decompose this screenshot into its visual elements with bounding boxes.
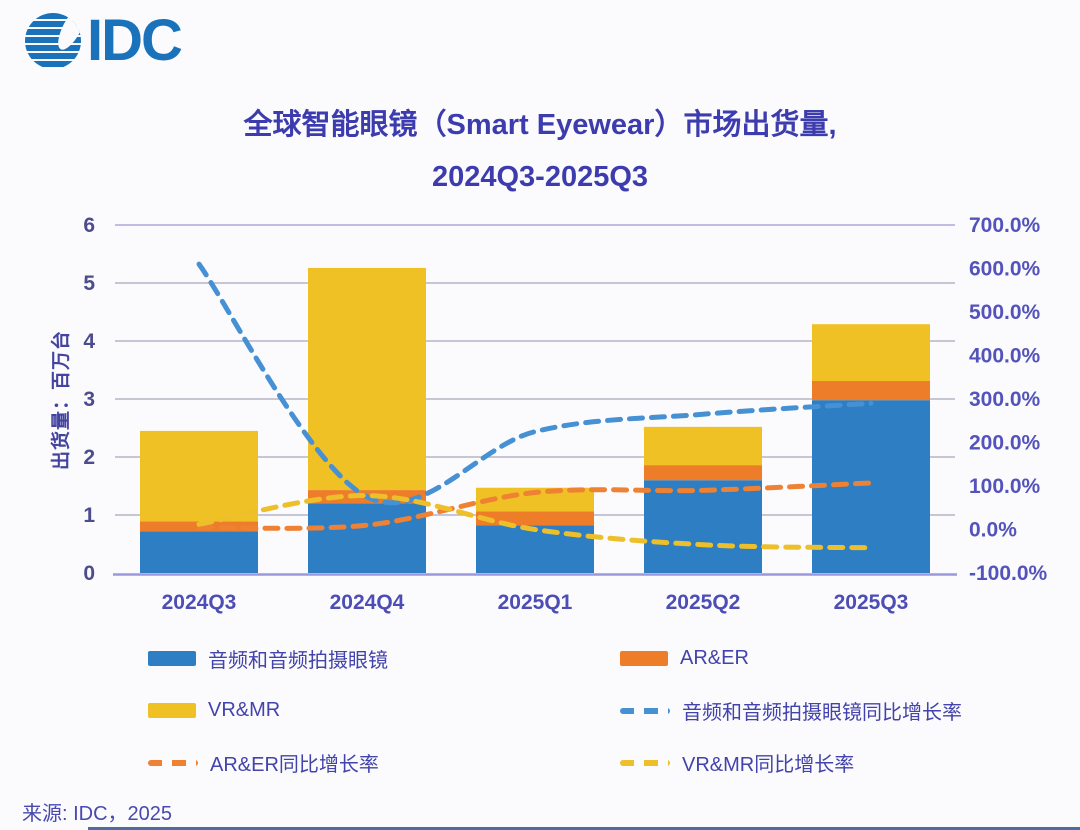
- legend-swatch-audio-bar: [148, 651, 196, 666]
- growth-lines: [196, 261, 874, 551]
- left-axis-tick-label: 0: [83, 562, 95, 585]
- chart-title-line2: 2024Q3-2025Q3: [431, 160, 649, 193]
- growth-line-audio-growth: [196, 261, 874, 506]
- legend-item-arer-growth-line: AR&ER同比增长率: [148, 748, 620, 777]
- x-axis-label: 2025Q2: [666, 591, 741, 614]
- legend-label: VR&MR同比增长率: [682, 754, 855, 776]
- right-axis-tick-label: 100.0%: [969, 475, 1041, 498]
- right-axis-tick-label: 700.0%: [969, 214, 1041, 237]
- legend-item-audio-bar: 音频和音频拍摄眼镜: [148, 644, 620, 673]
- left-axis-tick-label: 5: [83, 272, 95, 295]
- x-axis-label: 2025Q3: [834, 591, 909, 614]
- growth-line-arer-growth: [196, 480, 874, 531]
- left-axis-ticks: 0 1 2 3 4 5 6: [83, 214, 95, 585]
- bottom-crop-artifact: [88, 827, 1080, 830]
- left-axis-tick-label: 2: [83, 446, 95, 469]
- bar-segment-vrmr-2024Q4: [308, 267, 426, 491]
- legend-item-audio-growth-line: 音频和音频拍摄眼镜同比增长率: [620, 696, 962, 725]
- x-axis-label: 2024Q3: [162, 591, 237, 614]
- legend-label: 音频和音频拍摄眼镜同比增长率: [682, 702, 962, 724]
- bar-segment-audio-2025Q2: [644, 480, 762, 573]
- bar-segment-arer-2025Q2: [644, 465, 762, 481]
- bar-segment-vrmr-2025Q2: [644, 426, 762, 466]
- legend-swatch-audio-growth-line: [620, 707, 670, 714]
- source-note: 来源: IDC，2025: [22, 803, 173, 825]
- legend-item-vrmr-bar: VR&MR: [148, 699, 620, 722]
- legend-label: AR&ER同比增长率: [210, 754, 379, 776]
- legend-item-arer-bar: AR&ER: [620, 647, 962, 670]
- idc-globe-icon: [25, 13, 81, 67]
- legend-label: AR&ER: [680, 647, 749, 669]
- idc-logo: IDC: [22, 8, 183, 73]
- left-axis-tick-label: 3: [83, 388, 95, 411]
- right-axis-ticks: -100.0% 0.0% 100.0% 200.0% 300.0% 400.0% 500.0…: [969, 214, 1048, 585]
- bar-segment-vrmr-2025Q1: [476, 487, 594, 512]
- bar-segment-audio-2024Q4: [308, 503, 426, 573]
- chart-title-line1: 全球智能眼镜（Smart Eyewear）市场出货量,: [243, 109, 837, 141]
- legend: 音频和音频拍摄眼镜 AR&ER VR&MR 音频和音频拍摄眼镜同比增长率 AR&…: [148, 644, 962, 777]
- x-axis-label: 2024Q4: [330, 591, 405, 614]
- right-axis-tick-label: 600.0%: [969, 258, 1041, 281]
- right-axis-tick-label: 300.0%: [969, 388, 1041, 411]
- bar-segment-vrmr-2024Q3: [140, 430, 258, 522]
- legend-label: VR&MR: [208, 699, 281, 721]
- right-axis-tick-label: 200.0%: [969, 432, 1041, 455]
- x-axis-labels: 2024Q3 2024Q4 2025Q1 2025Q2 2025Q3: [162, 591, 909, 614]
- left-axis-tick-label: 1: [83, 504, 95, 527]
- bar-segment-audio-2024Q3: [140, 531, 258, 573]
- legend-swatch-vrmr-bar: [148, 703, 196, 718]
- left-axis-tick-label: 6: [83, 214, 95, 237]
- bar-segment-vrmr-2025Q3: [812, 324, 930, 382]
- left-axis-tick-label: 4: [83, 330, 95, 353]
- right-axis-tick-label: 0.0%: [969, 519, 1017, 542]
- y-axis-title: 出货量：百万台: [51, 330, 72, 471]
- legend-label: 音频和音频拍摄眼镜: [208, 650, 388, 672]
- x-axis-label: 2025Q1: [498, 591, 573, 614]
- bar-series: [140, 267, 930, 573]
- right-axis-tick-label: -100.0%: [969, 562, 1048, 585]
- bar-segment-arer-2025Q3: [812, 381, 930, 401]
- bar-segment-arer-2025Q1: [476, 511, 594, 526]
- legend-swatch-arer-growth-line: [148, 759, 198, 766]
- idc-logo-text: IDC: [87, 8, 183, 73]
- chart-title: 全球智能眼镜（Smart Eyewear）市场出货量, 2024Q3-2025Q…: [0, 100, 1080, 203]
- right-axis-tick-label: 500.0%: [969, 301, 1041, 324]
- growth-line-vrmr-growth: [196, 493, 874, 551]
- legend-item-vrmr-growth-line: VR&MR同比增长率: [620, 748, 962, 777]
- right-axis-tick-label: 400.0%: [969, 345, 1041, 368]
- bar-segment-audio-2025Q3: [812, 400, 930, 573]
- legend-swatch-arer-bar: [620, 651, 668, 666]
- legend-swatch-vrmr-growth-line: [620, 759, 670, 766]
